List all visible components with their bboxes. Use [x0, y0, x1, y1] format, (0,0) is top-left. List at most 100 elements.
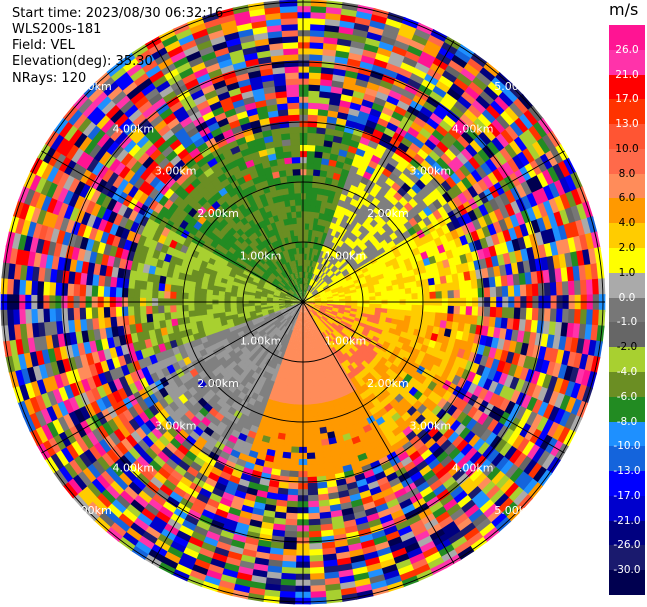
gate-cell	[379, 111, 393, 123]
gate-cell	[399, 293, 407, 301]
gate-cell	[451, 218, 463, 231]
gate-cell	[375, 295, 382, 301]
gate-cell	[277, 596, 296, 605]
gate-cell	[580, 294, 588, 312]
gate-cell	[304, 277, 307, 285]
gate-cell	[314, 296, 322, 300]
gate-cell	[479, 90, 496, 107]
gate-cell	[303, 295, 304, 302]
gate-cell	[315, 275, 321, 283]
gate-cell	[320, 271, 326, 279]
gate-cell	[304, 241, 309, 248]
gate-cell	[517, 151, 531, 168]
gate-cell	[462, 212, 473, 226]
gate-cell	[224, 303, 231, 309]
gate-cell	[205, 303, 213, 310]
gate-cell	[36, 293, 44, 309]
gate-cell	[187, 304, 195, 311]
gate-cell	[397, 67, 414, 80]
gate-cell	[373, 96, 388, 108]
gate-cell	[321, 157, 331, 166]
gate-cell	[335, 217, 343, 226]
gate-cell	[299, 168, 308, 176]
gate-cell	[332, 291, 339, 296]
gate-cell	[321, 282, 328, 288]
gate-cell	[502, 161, 516, 178]
gate-cell	[306, 174, 314, 182]
gate-cell	[444, 266, 453, 277]
gate-cell	[296, 489, 309, 496]
gate-cell	[310, 11, 328, 20]
gate-cell	[390, 83, 407, 96]
gate-cell	[321, 251, 327, 259]
gate-cell	[359, 136, 372, 147]
gate-cell	[486, 140, 501, 157]
gate-cell	[296, 483, 308, 490]
gate-cell	[362, 49, 379, 60]
gate-cell	[312, 254, 318, 262]
gate-cell	[438, 75, 456, 89]
gate-cell	[309, 211, 316, 219]
gate-cell	[542, 215, 553, 232]
gate-cell	[133, 296, 140, 307]
gate-cell	[314, 298, 322, 301]
gate-cell	[319, 169, 329, 178]
gate-cell	[317, 114, 329, 123]
gate-cell	[547, 213, 559, 230]
gate-cell	[310, 23, 327, 32]
gate-cell	[336, 272, 344, 279]
gate-cell	[597, 309, 606, 328]
gate-cell	[311, 289, 318, 295]
gate-cell	[322, 283, 329, 289]
gate-cell	[330, 85, 345, 95]
gate-cell	[294, 543, 310, 551]
gate-cell	[473, 117, 489, 133]
gate-cell	[515, 211, 527, 227]
gate-cell	[499, 205, 511, 221]
gate-cell	[411, 293, 419, 300]
gate-cell	[471, 288, 479, 299]
gate-cell	[532, 190, 545, 207]
gate-cell	[509, 214, 521, 229]
gate-cell	[424, 73, 441, 87]
gate-cell	[552, 226, 563, 244]
gate-cell	[305, 198, 312, 206]
gate-cell	[305, 186, 313, 194]
gate-cell	[305, 446, 315, 454]
gate-cell	[385, 62, 402, 74]
gate-cell	[508, 227, 519, 242]
gate-cell	[563, 222, 575, 241]
gate-cell	[392, 284, 400, 291]
gate-cell	[145, 304, 153, 315]
gate-cell	[317, 287, 324, 292]
gate-cell	[304, 223, 310, 230]
gate-cell	[315, 284, 321, 290]
gate-cell	[446, 87, 463, 102]
gate-cell	[584, 232, 595, 252]
gate-cell	[305, 440, 315, 448]
gate-cell	[315, 138, 326, 147]
gate-cell	[307, 138, 317, 146]
gate-cell	[323, 36, 340, 45]
gate-cell	[495, 114, 512, 131]
gate-cell	[503, 216, 515, 231]
gate-cell	[323, 275, 330, 282]
gate-cell	[298, 126, 309, 133]
gate-cell	[328, 234, 335, 243]
gate-cell	[298, 114, 310, 121]
gate-cell	[426, 117, 441, 131]
gate-cell	[537, 137, 552, 156]
gate-cell	[312, 290, 319, 296]
gate-cell	[394, 105, 409, 117]
gate-cell	[314, 297, 322, 300]
gate-cell	[500, 110, 516, 127]
gate-cell	[310, 17, 328, 26]
gate-cell	[308, 296, 315, 300]
gate-cell	[308, 299, 316, 301]
gate-cell	[325, 127, 337, 136]
gate-cell	[236, 303, 243, 308]
gate-cell	[557, 160, 572, 179]
gate-cell	[296, 47, 312, 55]
gate-cell	[319, 292, 327, 297]
gate-cell	[482, 175, 495, 190]
